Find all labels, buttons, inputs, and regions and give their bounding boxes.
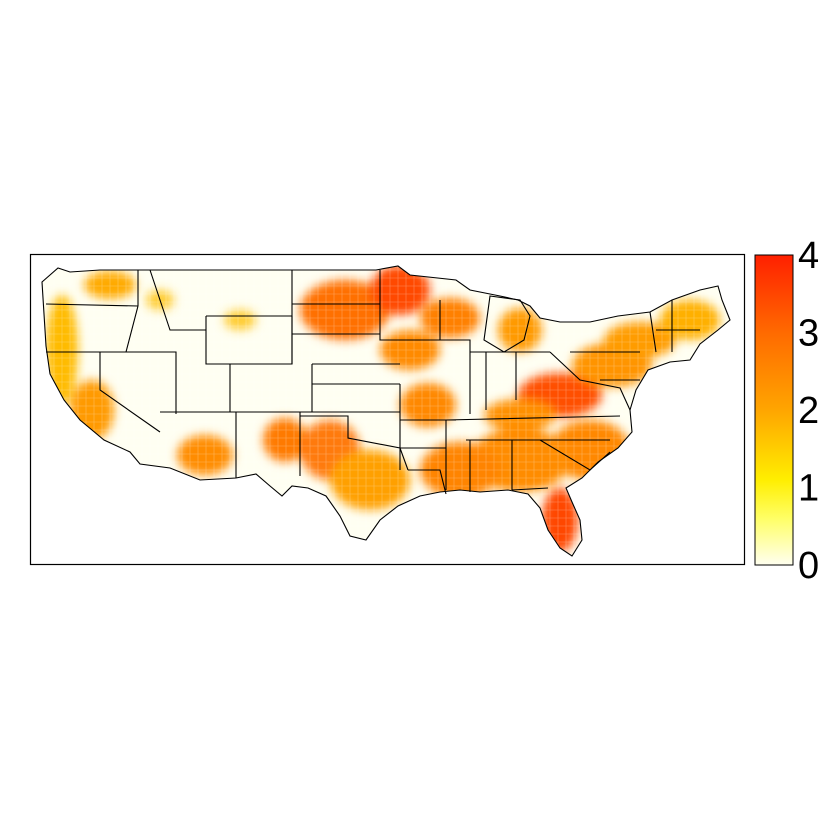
border-la-ms — [408, 420, 447, 495]
border-pa-ny — [570, 351, 640, 381]
heat-region-ohio-valley — [484, 399, 556, 431]
border-in-oh — [470, 351, 550, 410]
heat-region-dakotas — [300, 280, 390, 340]
colorbar-tick-label: 3 — [798, 313, 819, 355]
heat-region-wisconsin — [420, 298, 480, 338]
state-borders — [41, 265, 731, 557]
colorbar-tick-label: 0 — [798, 545, 819, 587]
border-nv-ut — [126, 351, 177, 414]
border-ok-tx — [300, 415, 409, 471]
border-michigan — [483, 295, 531, 353]
border-or-id — [125, 305, 139, 353]
heat-region-gulf-coast — [420, 442, 500, 498]
heat-region-pacific-coast — [46, 295, 78, 405]
heat-region-arizona — [177, 435, 233, 475]
colorbar: 0 1 2 3 4 — [754, 235, 819, 587]
border-nm — [236, 411, 301, 476]
border-carolinas — [539, 439, 611, 471]
border-wi-il — [439, 300, 471, 414]
us-outline — [41, 265, 731, 557]
border-mn-ia — [379, 270, 440, 341]
colorbar-gradient — [754, 254, 794, 566]
heat-region-minnesota — [370, 266, 430, 315]
heat-region-mountain-spots — [224, 310, 256, 330]
heat-region-new-mexico — [263, 418, 307, 462]
colorbar-tick-label: 1 — [798, 468, 819, 510]
colorbar-ticks: 0 1 2 3 4 — [798, 235, 819, 587]
border-wa-or — [45, 303, 139, 307]
heat-region-michigan — [498, 308, 542, 352]
border-id-mt — [149, 269, 206, 331]
heat-region-pnw — [84, 271, 136, 299]
heat-region-missouri — [400, 383, 456, 427]
border-ne-states — [649, 300, 700, 353]
border-dakotas — [291, 270, 380, 364]
border-ne-ks — [312, 363, 400, 413]
border-ms-al-ga — [469, 440, 549, 492]
border-ca-nv — [99, 352, 161, 433]
colorbar-tick-label: 2 — [798, 390, 819, 432]
heat-region-texas — [330, 450, 410, 510]
border-ky-tn — [445, 415, 621, 441]
colorbar-tick-label: 4 — [798, 235, 819, 277]
border-va-wv — [549, 351, 631, 411]
heat-region-new-york — [604, 322, 676, 358]
